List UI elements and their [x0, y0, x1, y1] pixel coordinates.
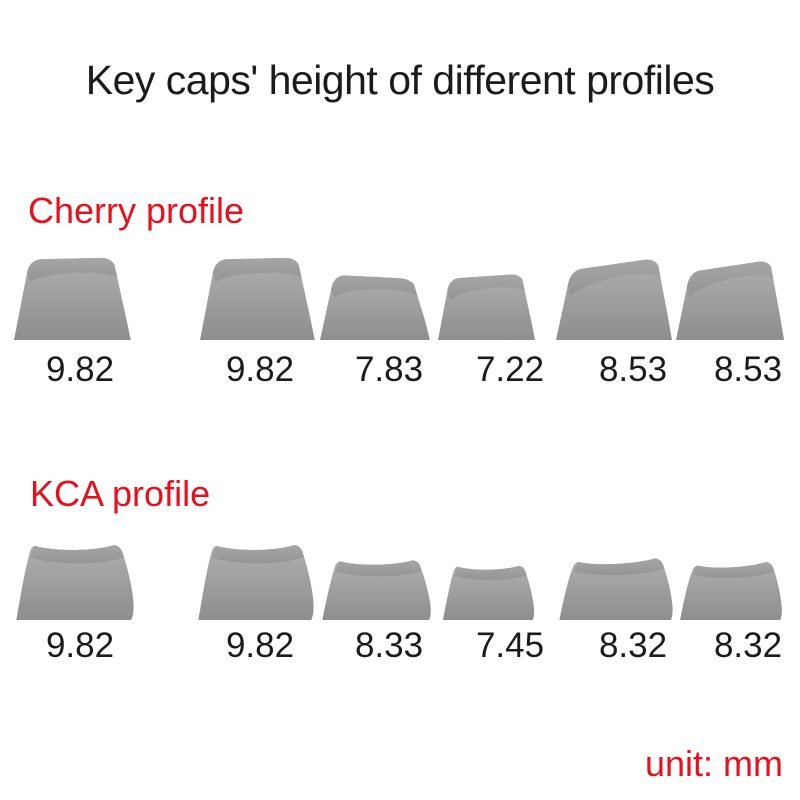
keycap-top-face [454, 565, 527, 581]
keycap-top-face [212, 545, 304, 564]
keycap-height-value: 9.82 [45, 626, 115, 665]
keycap-kca-1 [16, 545, 134, 620]
keycap-front-face [198, 545, 314, 620]
keycap-cherry-6 [676, 261, 784, 340]
keycap-top-face [447, 274, 525, 301]
keycap-height-value: 7.45 [475, 626, 545, 665]
keycap-height-value: 8.53 [598, 350, 668, 389]
keycap-height-value: 7.22 [475, 350, 545, 389]
keycap-front-face [200, 257, 315, 340]
keycap-top-face [331, 275, 417, 298]
keycap-kca-2 [198, 545, 314, 620]
keycap-height-value: 9.82 [225, 350, 295, 389]
keycap-front-face [322, 560, 431, 620]
keycap-cherry-4 [438, 274, 535, 340]
page-title: Key caps' height of different profiles [85, 57, 715, 103]
keycap-cherry-2 [200, 257, 315, 340]
keycap-top-face [693, 562, 775, 578]
keycap-top-face [335, 560, 422, 577]
keycap-top-face [686, 261, 774, 297]
unit-label: unit: mm [644, 743, 783, 784]
keycap-height-value: 9.82 [45, 350, 115, 389]
cherry-profile-heading: Cherry profile [28, 190, 245, 231]
keycap-cherry-1 [14, 257, 131, 340]
keycap-kca-5 [559, 558, 673, 620]
keycap-cherry-5 [556, 259, 672, 340]
keycap-height-value: 8.53 [713, 350, 783, 389]
keycap-top-face [27, 257, 118, 282]
keycap-front-face [14, 257, 131, 340]
keycap-height-value: 7.83 [354, 350, 424, 389]
keycap-top-face [574, 558, 665, 576]
keycap-kca-6 [680, 562, 782, 620]
keycap-height-value: 8.32 [713, 626, 783, 665]
keycap-height-value: 8.32 [598, 626, 668, 665]
keycap-top-face [30, 545, 124, 564]
keycap-front-face [442, 565, 535, 620]
keycap-kca-4 [442, 565, 535, 620]
keycap-kca-3 [322, 560, 431, 620]
keycap-cherry-3 [320, 275, 430, 340]
keycap-height-value: 8.33 [354, 626, 424, 665]
keycap-top-face [212, 257, 302, 282]
keycap-front-face [16, 545, 134, 620]
keycap-height-value: 9.82 [225, 626, 295, 665]
keycap-top-face [567, 259, 661, 296]
kca-profile-heading: KCA profile [30, 473, 211, 514]
